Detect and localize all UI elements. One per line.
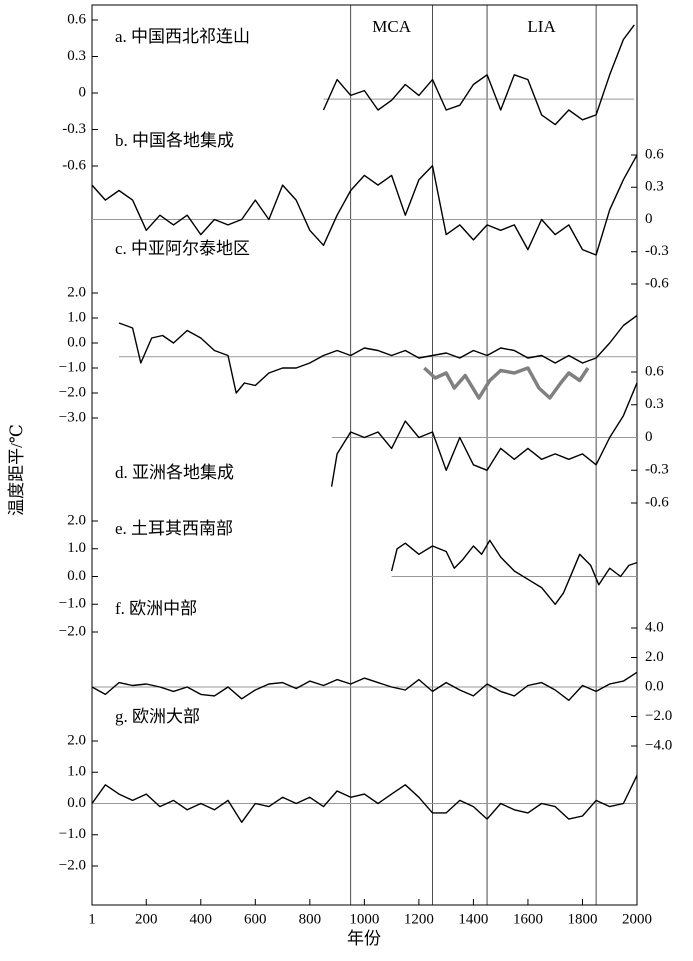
y-tick-label: -0.3: [62, 121, 86, 137]
y-axis-label: 温度距平/℃: [7, 424, 26, 516]
y-tick-label: 2.0: [67, 512, 86, 528]
panel-title: b. 中国各地集成: [115, 131, 234, 150]
x-tick-label: 1: [88, 911, 96, 927]
panel-title: f. 欧洲中部: [115, 599, 197, 618]
x-tick-label: 1000: [349, 911, 379, 927]
period-label: LIA: [527, 17, 556, 36]
panel-title: a. 中国西北祁连山: [115, 27, 250, 46]
y-tick-label: -0.6: [62, 157, 86, 173]
y-tick-label: −1.0: [59, 359, 86, 375]
x-tick-label: 1200: [404, 911, 434, 927]
series-line: [322, 24, 635, 126]
y-tick-label: −1.0: [59, 826, 86, 842]
y-tick-label: −2.0: [59, 623, 86, 639]
y-tick-label: -0.6: [645, 275, 669, 291]
y-tick-label: 0.6: [67, 11, 86, 27]
y-tick-label: 0.0: [67, 568, 86, 584]
y-tick-label: −2.0: [59, 857, 86, 873]
y-tick-label: -0.3: [645, 243, 669, 259]
y-tick-label: 0.0: [645, 678, 664, 694]
y-tick-label: −2.0: [59, 384, 86, 400]
x-tick-label: 1600: [513, 911, 543, 927]
y-tick-label: −2.0: [645, 708, 672, 724]
x-tick-label: 2000: [622, 911, 652, 927]
y-tick-label: -0.3: [645, 462, 669, 478]
y-tick-label: 0.0: [67, 795, 86, 811]
x-tick-label: 400: [190, 911, 213, 927]
series-line: [118, 314, 638, 394]
y-tick-label: −3.0: [59, 409, 86, 425]
y-tick-label: 2.0: [67, 284, 86, 300]
panel-title: c. 中亚阿尔泰地区: [115, 239, 250, 258]
series-line: [91, 775, 638, 823]
panel-title: g. 欧洲大部: [115, 707, 200, 726]
period-label: MCA: [372, 17, 411, 36]
x-tick-label: 200: [135, 911, 158, 927]
y-tick-label: 0.0: [67, 334, 86, 350]
y-tick-label: −4.0: [645, 737, 672, 753]
series-line: [330, 382, 638, 487]
series-line: [91, 671, 638, 701]
series-line: [423, 366, 590, 400]
y-tick-label: 0: [645, 429, 653, 445]
y-tick-label: −1.0: [59, 596, 86, 612]
x-tick-label: 600: [244, 911, 267, 927]
series-line: [91, 154, 638, 256]
y-tick-label: -0.6: [645, 494, 669, 510]
y-tick-label: 2.0: [67, 732, 86, 748]
y-tick-label: 1.0: [67, 764, 86, 780]
y-tick-label: 0.3: [645, 396, 664, 412]
y-tick-label: 0.3: [67, 48, 86, 64]
x-tick-label: 1800: [567, 911, 597, 927]
y-tick-label: 0: [645, 211, 653, 227]
y-tick-label: 1.0: [67, 540, 86, 556]
panel-title: d. 亚洲各地集成: [115, 463, 234, 482]
panel-title: e. 土耳其西南部: [115, 519, 233, 538]
x-tick-label: 1400: [458, 911, 488, 927]
x-axis-label: 年份: [347, 929, 381, 948]
y-tick-label: 4.0: [645, 619, 664, 635]
y-tick-label: 0: [79, 84, 87, 100]
y-tick-label: 1.0: [67, 309, 86, 325]
series-line: [390, 539, 638, 605]
x-tick-label: 800: [299, 911, 322, 927]
y-tick-label: 2.0: [645, 649, 664, 665]
y-tick-label: 0.3: [645, 179, 664, 195]
y-tick-label: 0.6: [645, 146, 664, 162]
y-tick-label: 0.6: [645, 363, 664, 379]
